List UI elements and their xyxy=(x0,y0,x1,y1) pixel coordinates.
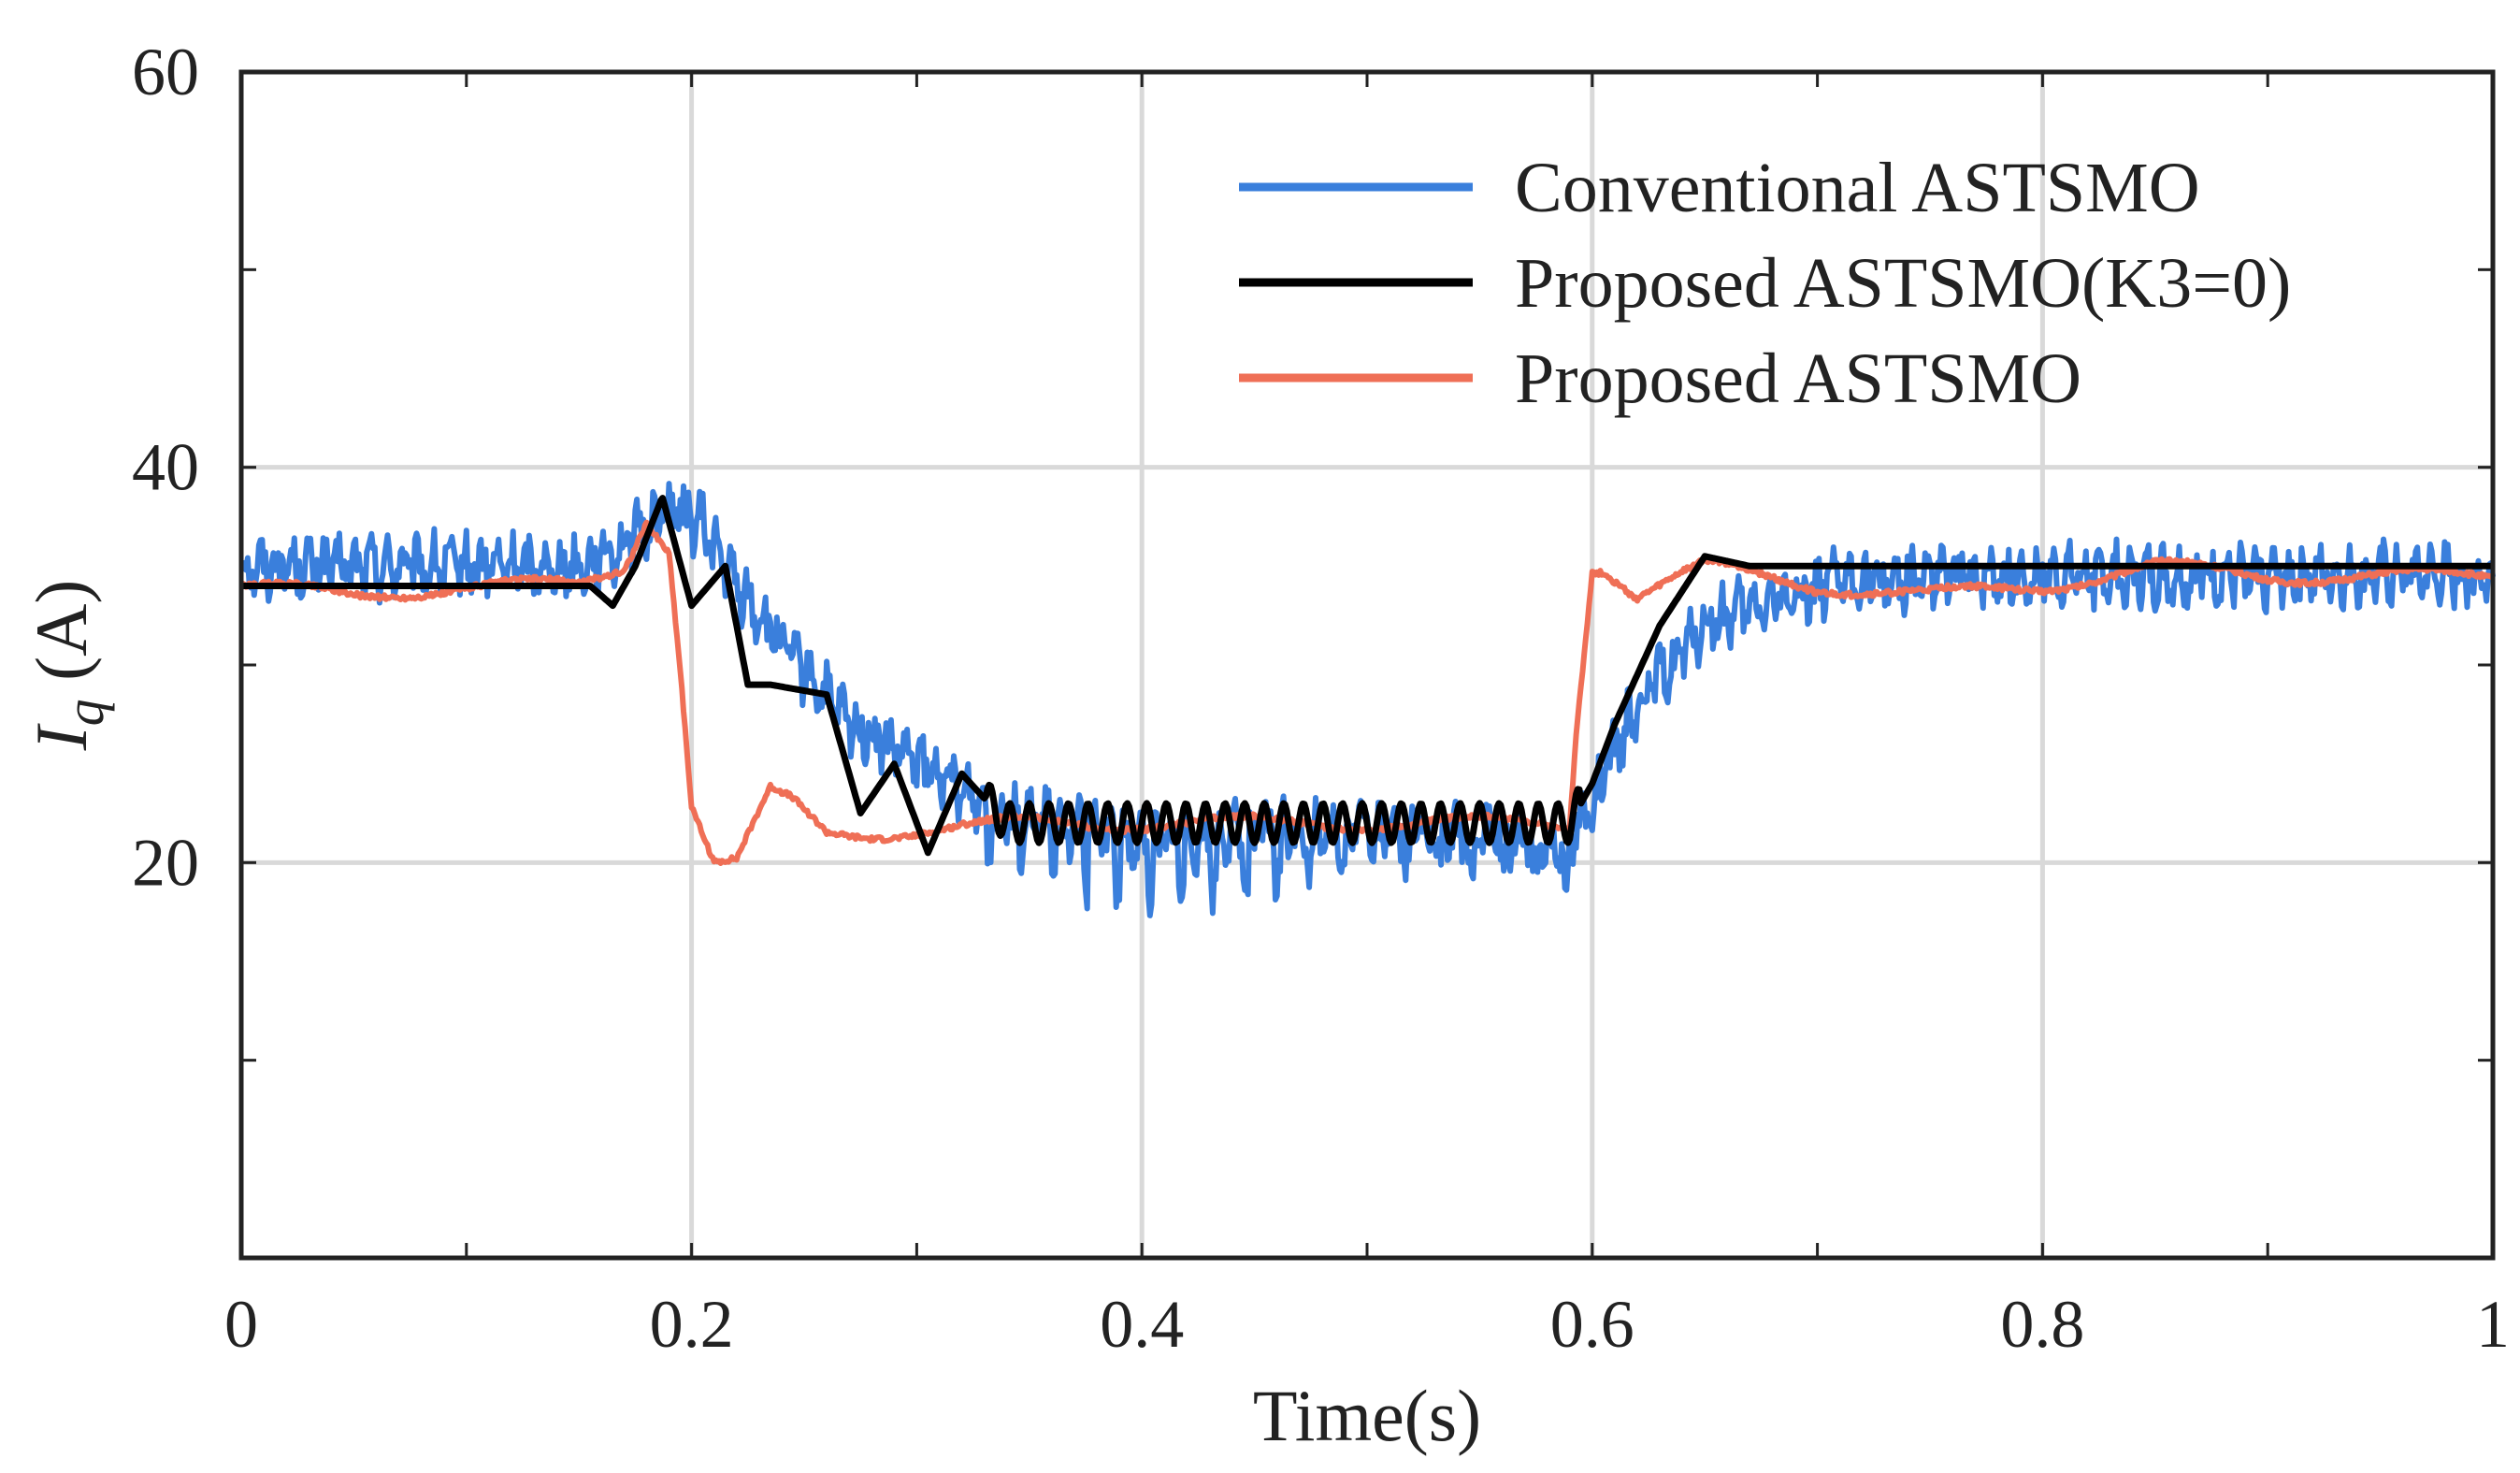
x-tick-label: 1 xyxy=(2476,1287,2510,1362)
x-tick-label: 0.4 xyxy=(1100,1287,1184,1362)
grid xyxy=(241,72,2493,1258)
x-axis-label: Time(s) xyxy=(1253,1375,1481,1456)
series-line-proposed-k3 xyxy=(239,495,2495,857)
legend-label: Conventional ASTSMO xyxy=(1515,149,2200,227)
legend-label: Proposed ASTSMO(K3=0) xyxy=(1515,244,2291,323)
y-tick-label: 20 xyxy=(132,825,199,900)
series-lines xyxy=(238,481,2496,918)
y-tick-label: 40 xyxy=(132,430,199,505)
x-tick-label: 0.6 xyxy=(1550,1287,1634,1362)
legend: Conventional ASTSMO Proposed ASTSMO(K3=0)… xyxy=(1239,149,2291,418)
y-axis-unit: (A) xyxy=(21,580,102,700)
x-tick-label: 0 xyxy=(224,1287,258,1362)
series-line-conventional xyxy=(239,481,2496,918)
y-axis-label: Iq (A) xyxy=(21,580,115,752)
x-tick-label: 0.8 xyxy=(2000,1287,2084,1362)
axis-ticks: 0 0.2 0.4 0.6 0.8 1 20 40 60 xyxy=(132,35,2510,1362)
y-axis-symbol: I xyxy=(21,722,102,751)
x-tick-label: 0.2 xyxy=(650,1287,734,1362)
legend-label: Proposed ASTSMO xyxy=(1515,339,2081,418)
y-axis-subscript: q xyxy=(54,699,115,726)
y-tick-label: 60 xyxy=(132,35,199,109)
